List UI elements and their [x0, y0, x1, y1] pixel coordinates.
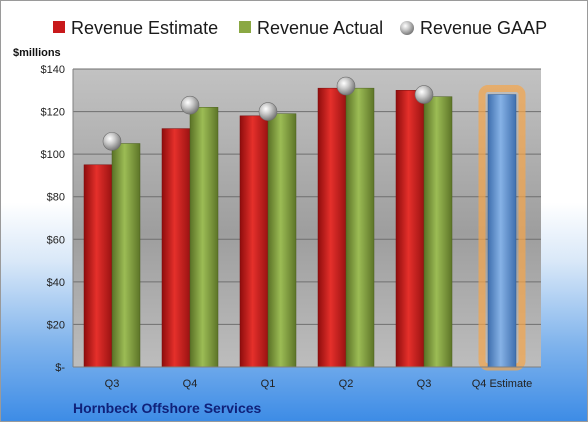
- y-tick-label: $20: [47, 319, 65, 331]
- bar-revenue-estimate-forecast: [487, 94, 517, 368]
- x-tick-label: Q4: [183, 378, 198, 390]
- marker-revenue-gaap: [414, 85, 434, 104]
- bar-revenue-actual: [267, 113, 297, 368]
- legend: Revenue Estimate Revenue Actual Revenue …: [53, 18, 547, 38]
- plot-area: [73, 69, 541, 367]
- legend-label-revenue-gaap: Revenue GAAP: [420, 18, 547, 38]
- bar-revenue-estimate: [239, 115, 269, 368]
- marker-revenue-gaap: [180, 95, 200, 115]
- bar-revenue-actual: [189, 107, 219, 368]
- y-axis-unit-label: $millions: [13, 47, 61, 59]
- x-tick-label: Q3: [105, 378, 120, 390]
- legend-label-revenue-actual: Revenue Actual: [257, 18, 383, 38]
- y-tick-label: $-: [55, 362, 65, 374]
- legend-label-revenue-estimate: Revenue Estimate: [71, 18, 218, 38]
- y-tick-label: $80: [47, 192, 65, 204]
- legend-swatch-revenue-actual: [239, 21, 251, 33]
- y-tick-label: $100: [41, 149, 65, 161]
- bar-revenue-actual: [423, 96, 453, 368]
- legend-item-revenue-gaap: Revenue GAAP: [400, 18, 547, 38]
- marker-revenue-gaap: [258, 102, 278, 121]
- marker-revenue-gaap: [102, 132, 122, 151]
- y-tick-label: $120: [41, 107, 65, 119]
- bar-revenue-estimate: [83, 164, 113, 368]
- x-tick-label: Q3: [417, 378, 432, 390]
- y-tick-label: $60: [47, 234, 65, 246]
- bar-revenue-estimate: [317, 87, 347, 368]
- bar-revenue-actual: [111, 143, 141, 368]
- legend-item-revenue-estimate: Revenue Estimate: [53, 18, 218, 38]
- legend-marker-revenue-gaap: [400, 21, 414, 35]
- x-tick-label: Q2: [339, 378, 354, 390]
- bar-revenue-estimate: [161, 128, 191, 368]
- marker-revenue-gaap: [336, 76, 356, 96]
- bar-revenue-actual: [345, 87, 375, 368]
- bar-revenue-estimate: [395, 90, 425, 368]
- x-tick-label: Q1: [261, 378, 276, 390]
- y-tick-label: $140: [41, 64, 65, 76]
- x-tick-label: Q4 Estimate: [472, 378, 533, 390]
- legend-swatch-revenue-estimate: [53, 21, 65, 33]
- company-label: Hornbeck Offshore Services: [73, 400, 262, 416]
- y-tick-label: $40: [47, 277, 65, 289]
- legend-item-revenue-actual: Revenue Actual: [239, 18, 383, 38]
